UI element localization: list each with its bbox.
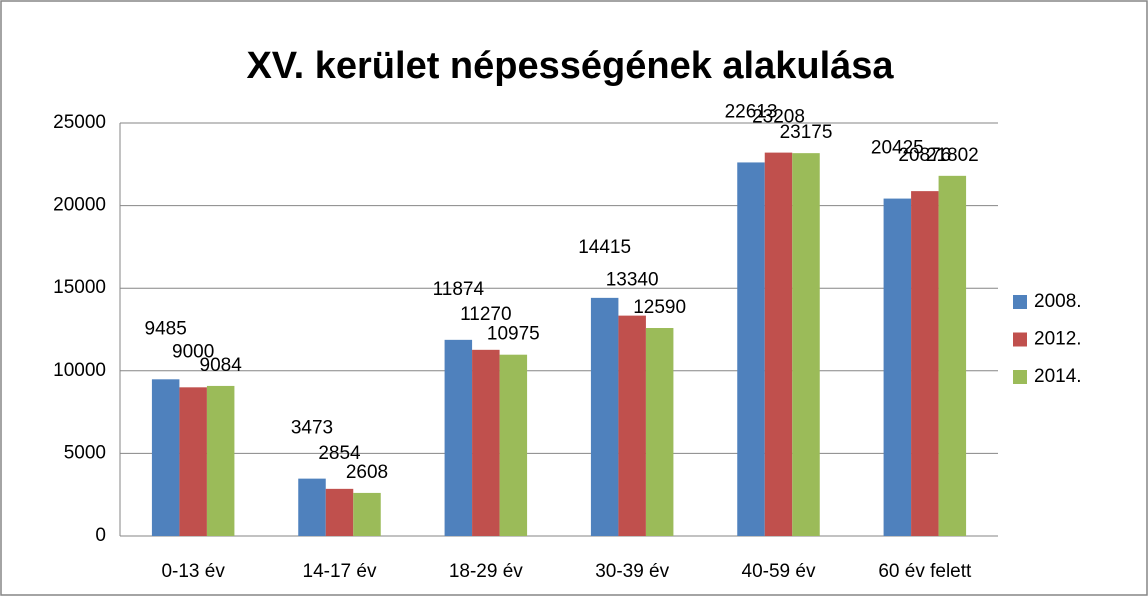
bar [179, 387, 207, 536]
bar [792, 153, 820, 537]
data-label: 3473 [291, 418, 333, 439]
data-label: 10975 [487, 324, 540, 345]
legend-label: 2014. [1034, 366, 1082, 387]
y-tick-label: 20000 [53, 195, 106, 216]
data-label: 20876 [898, 145, 951, 166]
bar [151, 379, 180, 536]
bar [472, 349, 500, 536]
bar [499, 354, 528, 536]
x-tick-label: 0-13 év [161, 561, 225, 582]
bar [737, 162, 765, 537]
y-tick-label: 0 [95, 525, 106, 546]
data-label: 22613 [725, 101, 778, 122]
bar [298, 478, 326, 536]
y-tick-label: 10000 [53, 360, 106, 381]
bar [206, 385, 235, 536]
legend-label: 2008. [1034, 291, 1082, 312]
bar [911, 191, 939, 536]
y-tick-label: 25000 [53, 112, 106, 133]
y-tick-label: 5000 [64, 442, 106, 463]
legend-swatch [1013, 332, 1027, 347]
bar [444, 339, 473, 536]
bar [353, 492, 381, 536]
data-label: 23208 [752, 107, 805, 128]
bar [618, 315, 646, 536]
chart-title: XV. kerület népességének alakulása [246, 45, 894, 87]
data-label: 12590 [633, 297, 686, 318]
data-label: 9485 [145, 318, 187, 339]
bar [590, 297, 619, 536]
data-label: 2854 [318, 443, 361, 464]
bar [883, 198, 912, 537]
x-tick-label: 18-29 év [449, 561, 523, 582]
data-label: 13340 [606, 270, 659, 291]
bar [645, 328, 674, 536]
data-label: 21802 [926, 145, 979, 166]
bar [938, 175, 967, 536]
x-tick-label: 60 év felett [878, 561, 972, 582]
bar [325, 488, 354, 536]
data-label: 9084 [200, 355, 243, 376]
data-label: 23175 [780, 122, 833, 143]
x-tick-label: 30-39 év [595, 561, 669, 582]
legend-swatch [1013, 295, 1027, 309]
data-label: 11874 [433, 279, 485, 300]
x-tick-label: 40-59 év [742, 561, 816, 582]
data-label: 14415 [578, 237, 631, 258]
data-label: 20425 [871, 138, 924, 159]
bar [764, 152, 793, 537]
data-label: 2608 [346, 462, 388, 483]
legend-swatch [1013, 370, 1027, 384]
data-label: 9000 [172, 341, 214, 362]
legend-label: 2012. [1034, 329, 1082, 350]
y-tick-label: 15000 [53, 277, 106, 298]
data-label: 11270 [460, 304, 511, 325]
x-tick-label: 14-17 év [303, 561, 377, 582]
